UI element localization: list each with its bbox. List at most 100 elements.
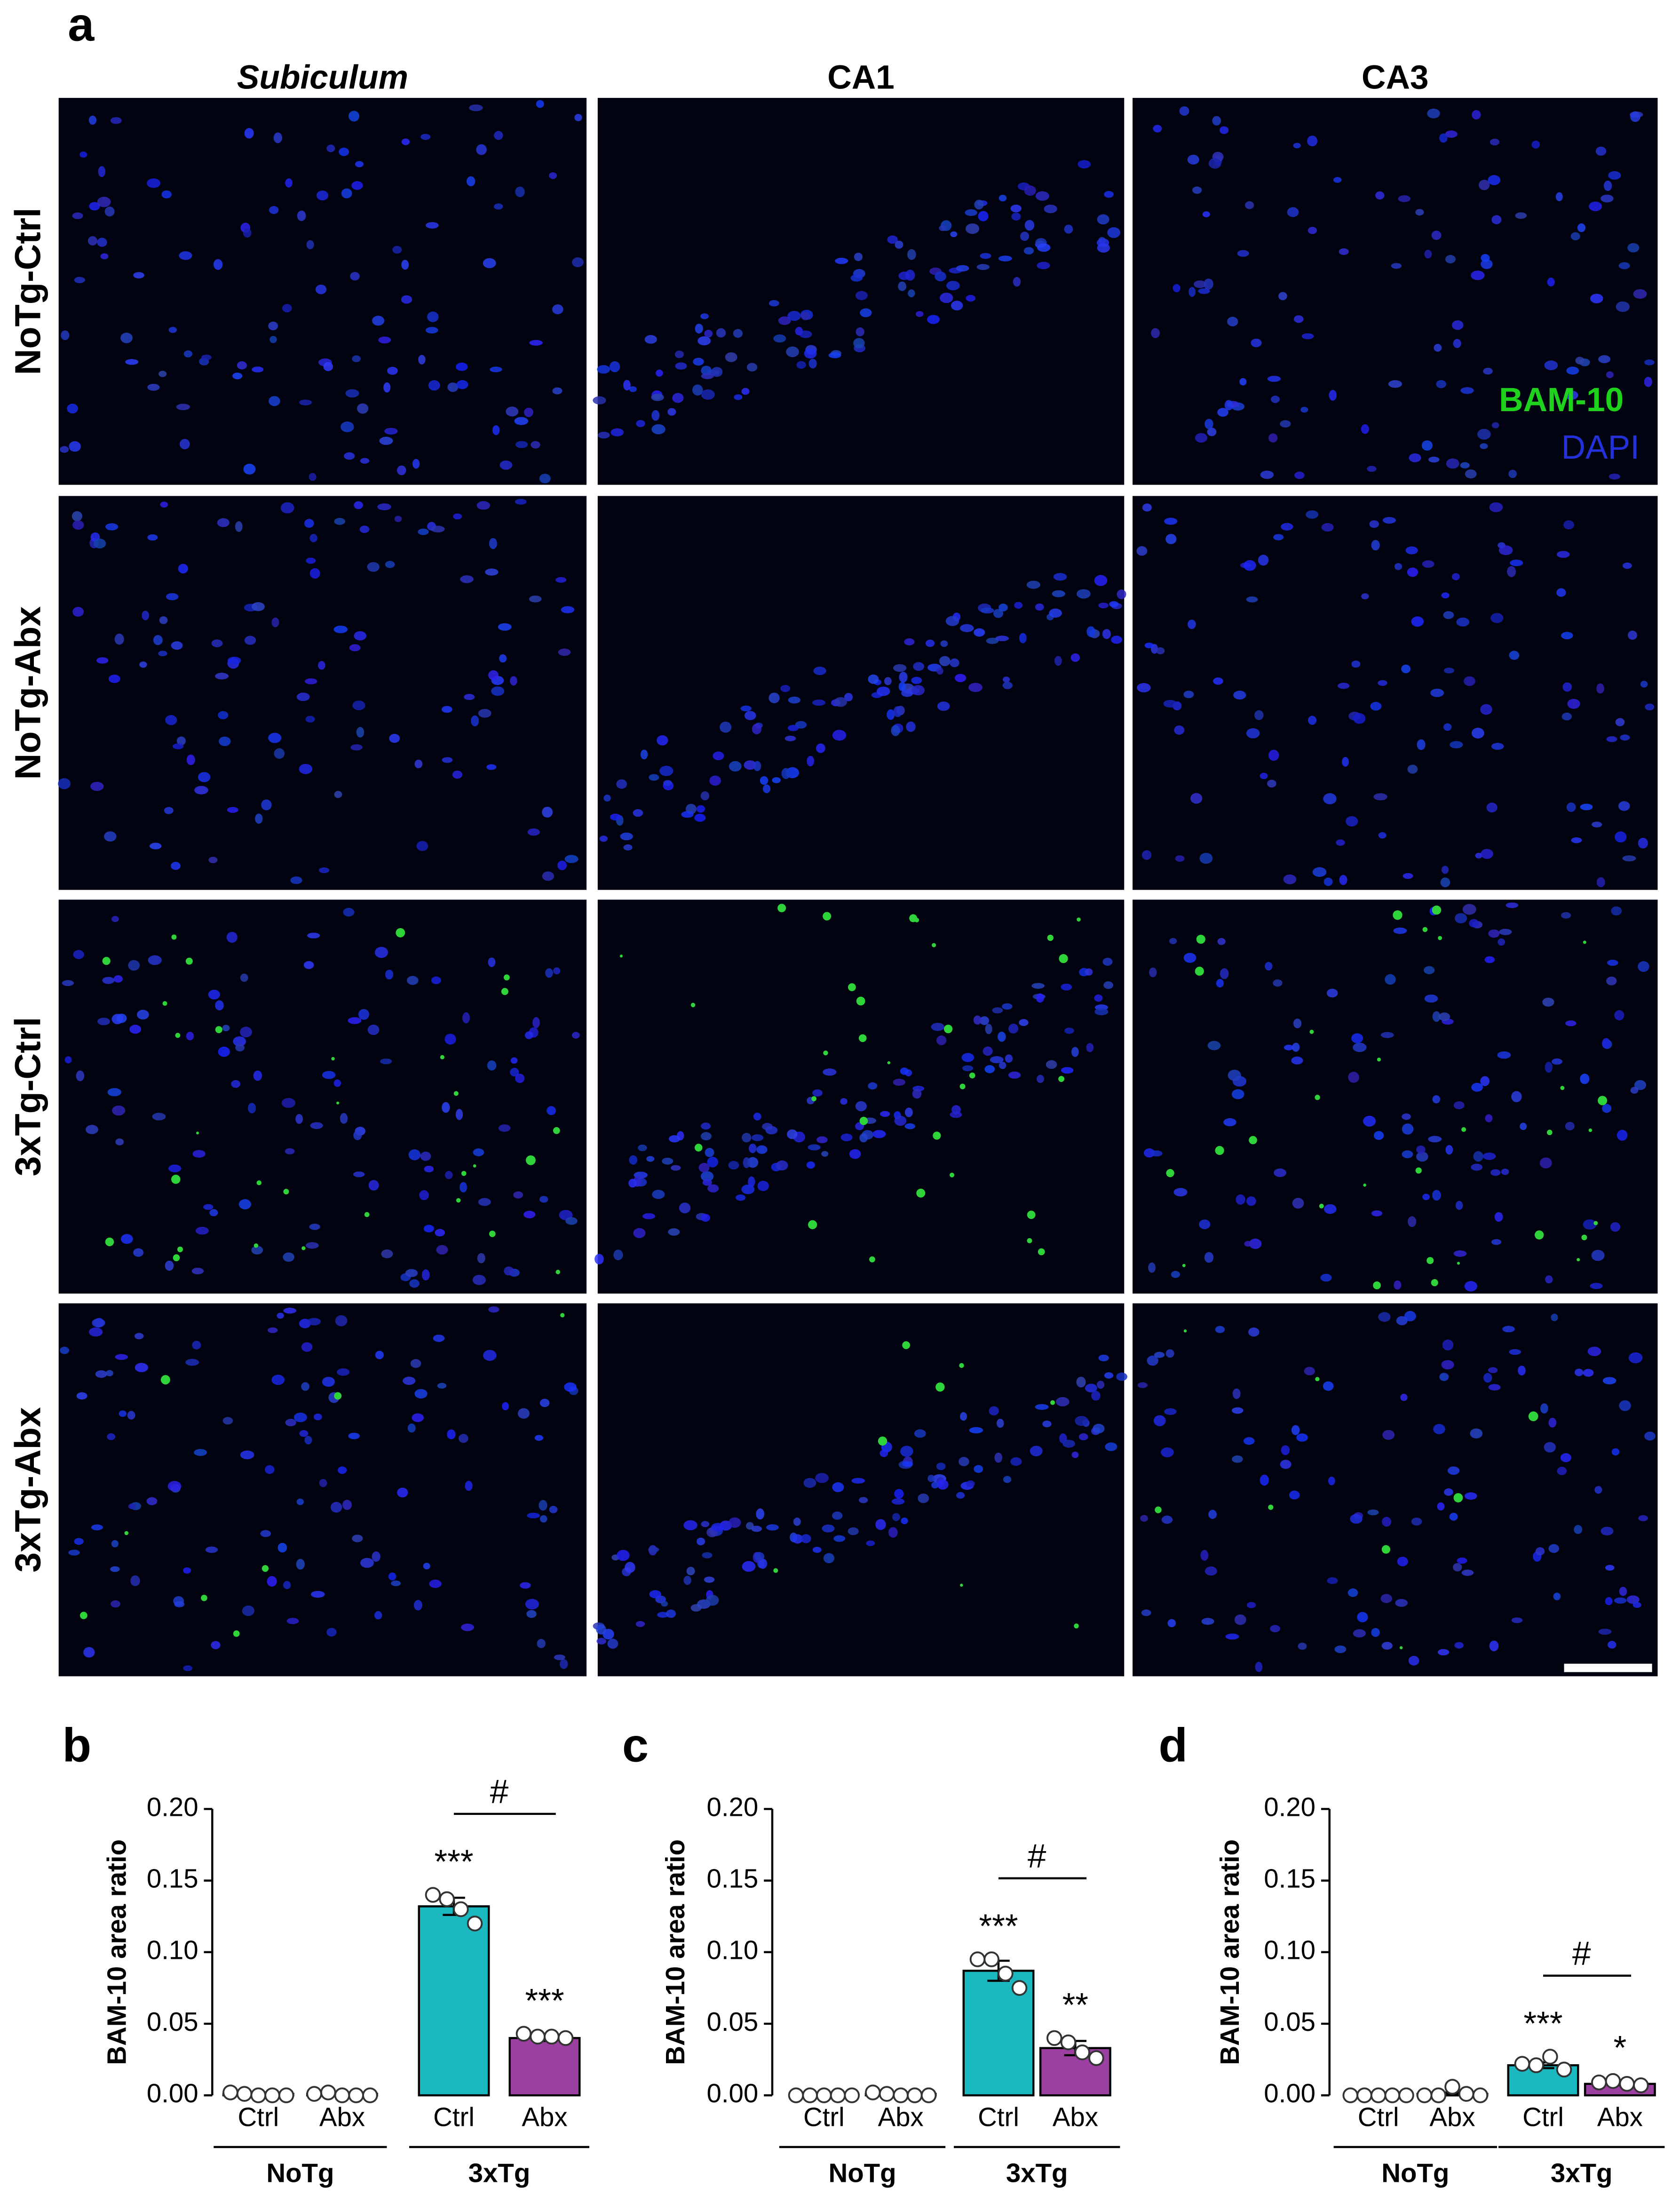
nucleus [936,1463,946,1471]
data-point [250,2087,267,2103]
nucleus [473,1148,484,1156]
nucleus [840,1133,853,1141]
nucleus [617,1550,630,1561]
nucleus [1486,803,1498,813]
nucleus [607,1638,618,1649]
row-label: 3xTg-Ctrl [8,1017,48,1177]
nucleus [427,311,439,322]
nucleus [1208,1510,1217,1519]
nucleus [483,258,496,269]
y-tick-label: 0.05 [147,2007,198,2036]
nucleus [974,628,985,637]
nucleus [247,1103,256,1113]
nucleus [762,784,771,794]
nucleus [552,387,563,395]
nucleus [596,1624,606,1635]
micrograph [58,98,587,485]
nucleus [913,662,924,671]
nucleus [1454,1642,1464,1649]
amyloid-spot [177,1246,183,1252]
nucleus [1169,938,1177,945]
nucleus [1622,562,1632,569]
nucleus [628,1178,637,1188]
data-point [306,2086,322,2102]
nucleus [91,1524,103,1531]
nucleus [226,931,238,943]
nucleus [1260,470,1274,479]
amyloid-spot [909,914,918,923]
nucleus [1097,1380,1105,1389]
nucleus [488,1306,499,1313]
nucleus [268,1327,278,1333]
nucleus [1499,929,1512,935]
nucleus [517,1408,530,1419]
nucleus [74,1538,84,1545]
nucleus [146,1497,158,1505]
nucleus [1339,248,1349,255]
y-tick-label: 0.15 [1264,1864,1315,1893]
nucleus [1342,757,1349,767]
nucleus [271,617,279,628]
nucleus [555,577,567,583]
nucleus [832,1511,843,1520]
nucleus [488,670,499,680]
nucleus [1199,1219,1211,1229]
nucleus [515,1074,525,1083]
nucleus [299,763,313,774]
nucleus [165,1260,174,1271]
nucleus [1036,1074,1045,1083]
nucleus [1078,160,1091,169]
nucleus [431,976,441,985]
y-axis-label: BAM-10 area ratio [102,1839,131,2065]
nucleus [265,1465,275,1474]
nucleus [1179,106,1189,116]
nucleus [599,835,608,842]
nucleus [531,441,540,449]
nucleus [191,1267,204,1274]
nucleus [866,1540,875,1546]
nucleus [1488,929,1500,938]
nucleus [1575,357,1585,365]
nucleus [1551,1313,1558,1321]
nucleus [772,777,781,783]
nucleus [1161,1515,1173,1524]
nucleus [911,685,925,696]
nucleus [1539,1157,1552,1169]
x-tick-label: Abx [1597,2102,1643,2132]
amyloid-spot [1438,936,1442,940]
nucleus [1268,433,1278,443]
nucleus [1431,231,1442,240]
nucleus [854,253,863,261]
nucleus [1633,289,1647,299]
nucleus [1416,1145,1426,1154]
nucleus [423,1563,430,1570]
nucleus [442,1102,450,1113]
panel-label: a [68,0,95,51]
nucleus [1634,1080,1647,1090]
nucleus [244,636,256,645]
nucleus [698,1162,710,1173]
amyloid-spot [1588,1128,1593,1132]
nucleus [412,459,420,469]
nucleus [659,765,674,776]
data-point [1074,2044,1090,2060]
nucleus [1640,681,1648,688]
nucleus [593,396,606,405]
nucleus [1598,355,1611,364]
nucleus [1455,1201,1463,1210]
amyloid-spot [1249,1136,1257,1145]
nucleus [892,1513,900,1521]
nucleus [240,1026,252,1038]
nucleus [1391,263,1402,269]
amyloid-spot [504,974,510,981]
nucleus [1097,243,1110,253]
data-point [1444,2079,1460,2095]
amyloid-spot [1268,1504,1274,1510]
nucleus [1443,723,1452,731]
nucleus [60,446,69,453]
nucleus [1461,1569,1474,1576]
data-point [264,2087,280,2103]
nucleus [499,654,507,663]
nucleus [1249,1238,1262,1249]
